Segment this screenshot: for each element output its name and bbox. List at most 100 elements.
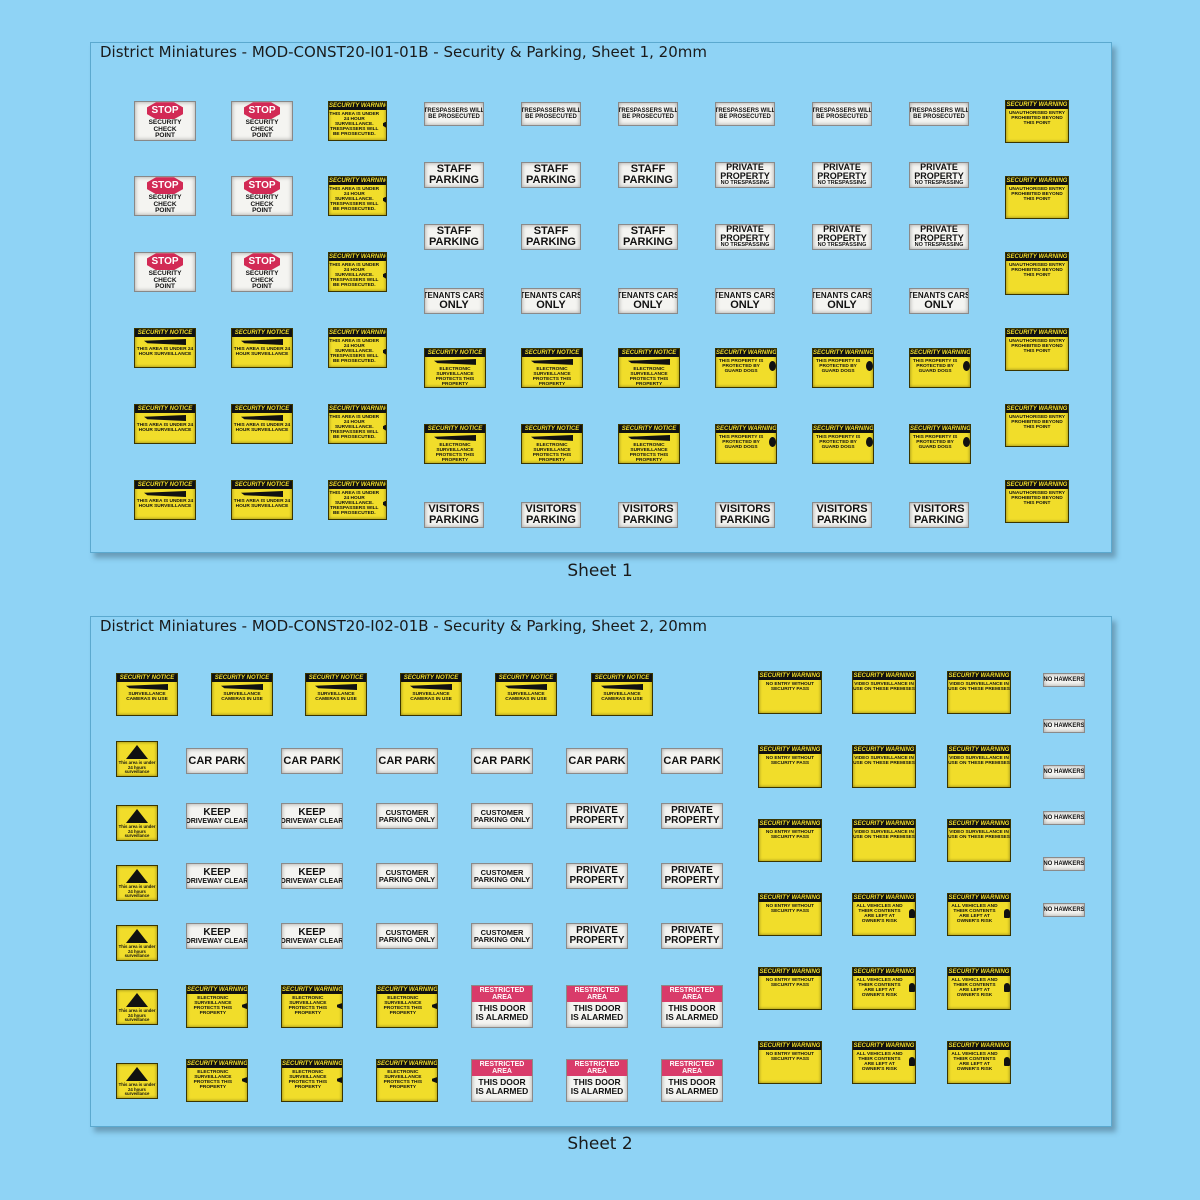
warning-sign-text: THIS AREA IS UNDER 24 HOUR SURVEILLANCE	[233, 347, 291, 358]
text-sign-line: BE PROSECUTED	[525, 114, 577, 120]
restricted-sign: RESTRICTED AREA THIS DOOR IS ALARMED	[471, 1059, 533, 1102]
warning-sign-text: UNAUTHORISED ENTRY PROHIBITED BEYOND THI…	[1008, 339, 1066, 355]
warning-sign-text: ELECTRONIC SURVEILLANCE PROTECTS THIS PR…	[288, 996, 328, 1017]
warning-sign-header: SECURITY NOTICE	[117, 674, 177, 682]
warning-sign-header: SECURITY WARNING	[329, 405, 387, 413]
warning-sign: SECURITY WARNING THIS AREA IS UNDER 24 HO…	[328, 101, 387, 141]
warning-sign-header: SECURITY NOTICE	[232, 405, 292, 413]
warning-sign-text: ELECTRONIC SURVEILLANCE PROTECTS THIS PR…	[383, 996, 423, 1017]
warning-sign-header: SECURITY WARNING	[948, 968, 1010, 976]
warning-sign-body-row: NO ENTRY WITHOUT SECURITY PASS	[759, 680, 821, 692]
text-sign-line: ONLY	[536, 298, 566, 311]
warning-sign-text: NO ENTRY WITHOUT SECURITY PASS	[765, 682, 815, 693]
triangle-sign-text: This area is under 24 hours surveillance	[118, 884, 156, 899]
triangle-sign-text: This area is under 24 hours surveillance	[118, 760, 156, 775]
warning-sign: SECURITY NOTICE SURVEILLANCE CAMERAS IN U…	[591, 673, 653, 716]
warning-sign-text: VIDEO SURVEILLANCE IN USE ON THESE PREMI…	[948, 682, 1010, 693]
warning-sign-header: SECURITY NOTICE	[212, 674, 272, 682]
warning-sign-text: THIS PROPERTY IS PROTECTED BY GUARD DOGS	[912, 435, 958, 451]
warning-sign-text: THIS PROPERTY IS PROTECTED BY GUARD DOGS	[815, 435, 861, 451]
text-sign: STAFF PARKING	[424, 224, 484, 250]
warning-sign: SECURITY WARNING VIDEO SURVEILLANCE IN US…	[947, 671, 1011, 714]
warning-sign-header: SECURITY WARNING	[759, 820, 821, 828]
warning-sign-text: SURVEILLANCE CAMERAS IN USE	[505, 692, 547, 703]
text-sign-line: PARKING ONLY	[378, 935, 436, 944]
warning-sign-body-row: ELECTRONIC SURVEILLANCE PROTECTS THIS PR…	[187, 1068, 247, 1090]
warning-sign-text: VIDEO SURVEILLANCE IN USE ON THESE PREMI…	[853, 830, 915, 841]
stop-sign-line: POINT	[155, 283, 175, 291]
warning-sign-body-row: SURVEILLANCE CAMERAS IN USE	[117, 690, 177, 702]
text-sign: TRESPASSERS WILL BE PROSECUTED	[521, 102, 581, 126]
cctv-camera-icon	[382, 348, 386, 355]
warning-sign-header: SECURITY WARNING	[1006, 101, 1068, 109]
warning-sign-text: THIS AREA IS UNDER 24 HOUR SURVEILLANCE	[136, 499, 194, 510]
warning-sign: SECURITY NOTICE THIS AREA IS UNDER 24 HOU…	[134, 404, 196, 444]
warning-sign-header: SECURITY WARNING	[948, 672, 1010, 680]
cctv-camera-icon	[410, 684, 452, 690]
text-sign: TENANTS CARS ONLY	[618, 288, 678, 314]
warning-sign-text: THIS PROPERTY IS PROTECTED BY GUARD DOGS	[718, 359, 764, 375]
cctv-camera-icon	[241, 339, 283, 345]
warning-sign-text: NO ENTRY WITHOUT SECURITY PASS	[765, 904, 815, 915]
warning-sign: SECURITY WARNING ALL VEHICLES AND THEIR C…	[947, 893, 1011, 936]
warning-sign-body-row: ELECTRONIC SURVEILLANCE PROTECTS THIS PR…	[522, 365, 582, 387]
warning-triangle-icon	[126, 929, 148, 944]
cctv-camera-icon	[336, 1077, 342, 1084]
text-sign-line: VISITORS	[913, 503, 965, 515]
warning-sign-header: SECURITY WARNING	[853, 968, 915, 976]
warning-sign: SECURITY WARNING ALL VEHICLES AND THEIR C…	[852, 893, 916, 936]
text-sign-line: PRIVATE	[671, 865, 713, 876]
triangle-sign-text: This area is under 24 hours surveillance	[118, 1008, 156, 1023]
text-sign: PRIVATE PROPERTY NO TRESPASSING	[715, 162, 775, 188]
warning-sign-text: ALL VEHICLES AND THEIR CONTENTS ARE LEFT…	[856, 978, 903, 999]
restricted-sign: RESTRICTED AREA THIS DOOR IS ALARMED	[566, 1059, 628, 1102]
text-sign-line: PRIVATE	[576, 865, 618, 876]
warning-sign-body-row: THIS PROPERTY IS PROTECTED BY GUARD DOGS	[910, 357, 970, 374]
warning-sign: SECURITY NOTICE SURVEILLANCE CAMERAS IN U…	[495, 673, 557, 716]
warning-sign-text: SURVEILLANCE CAMERAS IN USE	[410, 692, 452, 703]
warning-sign-header: SECURITY NOTICE	[425, 425, 485, 433]
warning-sign-header: SECURITY WARNING	[329, 481, 387, 489]
text-sign: TENANTS CARS ONLY	[521, 288, 581, 314]
warning-sign-body-row: UNAUTHORISED ENTRY PROHIBITED BEYOND THI…	[1006, 413, 1068, 430]
warning-sign-text: ELECTRONIC SURVEILLANCE PROTECTS THIS PR…	[435, 442, 475, 463]
warning-sign-text: SURVEILLANCE CAMERAS IN USE	[315, 692, 357, 703]
warning-sign: SECURITY WARNING THIS AREA IS UNDER 24 HO…	[328, 404, 387, 444]
restricted-area-banner: RESTRICTED AREA	[472, 986, 532, 1002]
text-sign-line: PARKING	[623, 174, 673, 186]
warning-sign-header: SECURITY WARNING	[377, 986, 438, 994]
text-sign-line: NO HAWKERS	[1043, 861, 1085, 867]
warning-sign-text: UNAUTHORISED ENTRY PROHIBITED BEYOND THI…	[1008, 263, 1066, 279]
text-sign-line: VISITORS	[622, 503, 674, 515]
warning-sign-body-row: VIDEO SURVEILLANCE IN USE ON THESE PREMI…	[853, 754, 915, 766]
warning-sign: SECURITY WARNING NO ENTRY WITHOUT SECURIT…	[758, 745, 822, 788]
stop-sign-line: CHECK	[153, 276, 177, 284]
stop-octagon-icon: STOP	[244, 102, 280, 120]
text-sign-line: VISITORS	[428, 503, 480, 515]
text-sign-line: KEEP	[203, 866, 231, 878]
text-sign-line: PROPERTY	[914, 233, 964, 244]
text-sign-line: CUSTOMER	[480, 927, 524, 937]
warning-sign-text: THIS AREA IS UNDER 24 HOUR SURVEILLANCE.…	[329, 415, 380, 441]
warning-sign-body-row: NO ENTRY WITHOUT SECURITY PASS	[759, 1050, 821, 1062]
text-sign-line: TENANTS CARS	[618, 290, 678, 300]
car-icon	[908, 982, 915, 992]
warning-sign-text: ELECTRONIC SURVEILLANCE PROTECTS THIS PR…	[532, 366, 572, 387]
warning-sign-header: SECURITY WARNING	[813, 425, 874, 433]
text-sign-line: KEEP	[203, 806, 231, 818]
stop-sign: STOP SECURITY CHECK POINT	[134, 252, 196, 292]
text-sign-line: TENANTS CARS	[521, 290, 581, 300]
cctv-camera-icon	[241, 415, 283, 421]
warning-sign-header: SECURITY WARNING	[759, 672, 821, 680]
text-sign-line: PRIVATE	[671, 925, 713, 936]
warning-sign-body-row: THIS AREA IS UNDER 24 HOUR SURVEILLANCE	[232, 421, 292, 433]
warning-sign: SECURITY WARNING UNAUTHORISED ENTRY PROHI…	[1005, 328, 1069, 371]
text-sign: PRIVATE PROPERTY NO TRESPASSING	[909, 162, 969, 188]
restricted-sign-line: IS ALARMED	[475, 1011, 529, 1022]
stop-sign-line: SECURITY	[245, 194, 279, 202]
text-sign-line: NO HAWKERS	[1043, 907, 1085, 913]
warning-sign-header: SECURITY WARNING	[853, 894, 915, 902]
warning-sign: SECURITY WARNING NO ENTRY WITHOUT SECURIT…	[758, 819, 822, 862]
text-sign: CAR PARK	[376, 748, 438, 774]
text-sign: KEEP DRIVEWAY CLEAR	[281, 923, 343, 949]
